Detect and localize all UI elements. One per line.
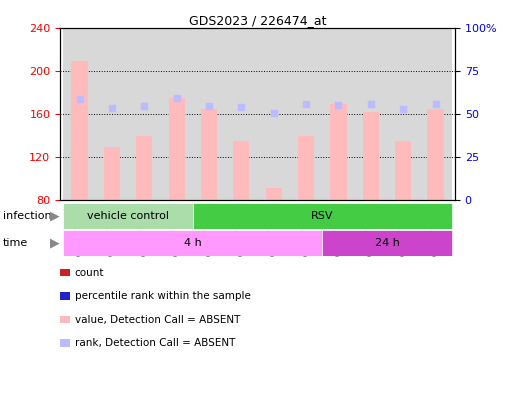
Point: [108, 105, 116, 111]
Bar: [225, 28, 258, 200]
Point: [367, 100, 375, 107]
Text: value, Detection Call = ABSENT: value, Detection Call = ABSENT: [75, 315, 240, 324]
Bar: [419, 28, 452, 200]
Point: [399, 106, 407, 112]
Text: 4 h: 4 h: [184, 238, 202, 248]
Point: [140, 102, 149, 109]
Bar: [322, 230, 452, 256]
Point: [302, 100, 310, 107]
Point: [334, 102, 343, 108]
Bar: [96, 28, 128, 200]
Bar: [104, 147, 120, 200]
Bar: [387, 28, 419, 200]
Point: [237, 104, 246, 110]
Bar: [193, 28, 225, 200]
Text: infection: infection: [3, 211, 51, 221]
Bar: [201, 109, 217, 200]
Text: count: count: [75, 268, 104, 277]
Text: ▶: ▶: [50, 237, 60, 250]
Bar: [355, 28, 387, 200]
Bar: [63, 28, 96, 200]
Bar: [72, 61, 88, 200]
Text: vehicle control: vehicle control: [87, 211, 169, 221]
Text: percentile rank within the sample: percentile rank within the sample: [75, 291, 251, 301]
Bar: [427, 109, 444, 200]
Bar: [266, 188, 282, 200]
Bar: [136, 136, 152, 200]
Bar: [363, 112, 379, 200]
Bar: [63, 230, 322, 256]
Bar: [193, 202, 452, 229]
Bar: [322, 28, 355, 200]
Bar: [298, 136, 314, 200]
Bar: [161, 28, 193, 200]
Bar: [331, 104, 347, 200]
Title: GDS2023 / 226474_at: GDS2023 / 226474_at: [189, 14, 326, 27]
Bar: [233, 141, 249, 200]
Point: [75, 96, 84, 102]
Text: ▶: ▶: [50, 209, 60, 222]
Point: [431, 100, 440, 107]
Point: [173, 95, 181, 102]
Text: rank, Detection Call = ABSENT: rank, Detection Call = ABSENT: [75, 338, 235, 348]
Text: time: time: [3, 238, 28, 248]
Text: RSV: RSV: [311, 211, 334, 221]
Bar: [128, 28, 161, 200]
Bar: [395, 141, 411, 200]
Bar: [63, 202, 193, 229]
Point: [269, 110, 278, 117]
Bar: [257, 28, 290, 200]
Bar: [168, 98, 185, 200]
Text: 24 h: 24 h: [374, 238, 400, 248]
Bar: [290, 28, 322, 200]
Point: [205, 102, 213, 109]
